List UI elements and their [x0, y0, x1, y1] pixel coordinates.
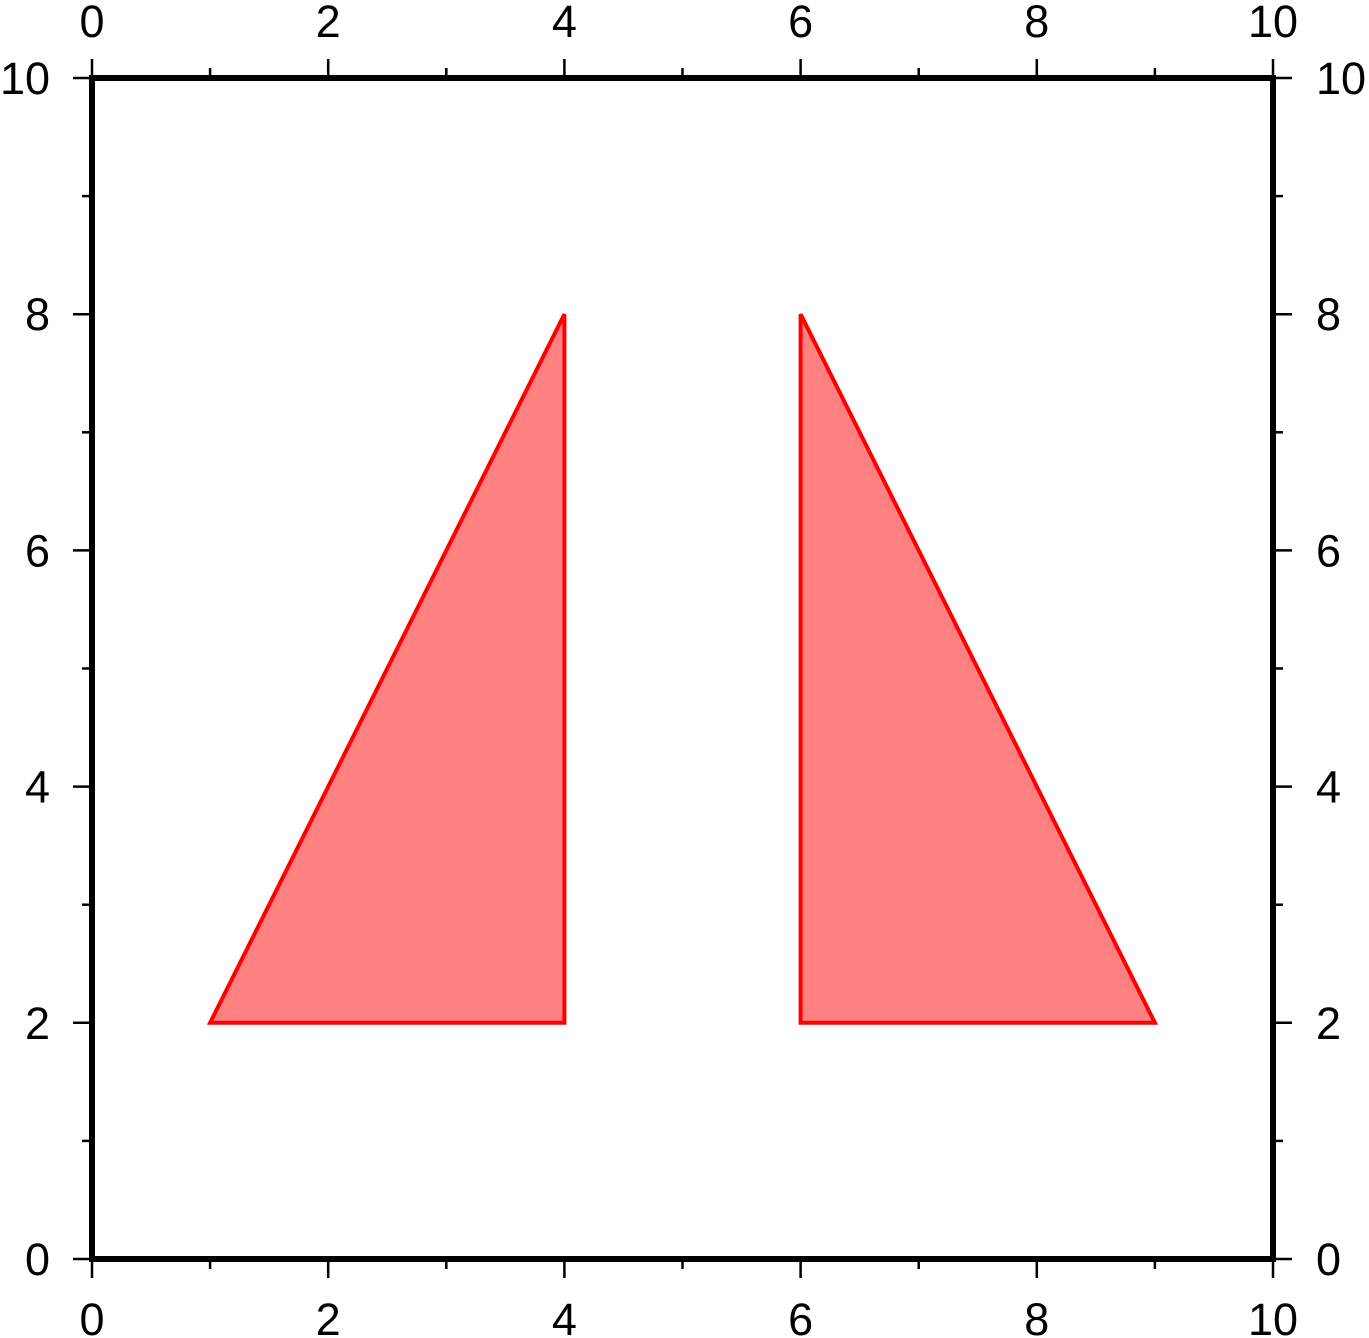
y-tick-label-right: 4	[1316, 762, 1341, 813]
y-tick-label-right: 8	[1316, 289, 1341, 340]
y-tick-label-left: 8	[25, 289, 50, 340]
y-tick-label-left: 0	[25, 1234, 50, 1285]
triangle-left-triangle	[206, 313, 567, 1025]
x-tick-label-bottom: 0	[79, 1294, 104, 1338]
x-tick-label-bottom: 10	[1248, 1294, 1298, 1338]
x-tick-label-top: 8	[1024, 0, 1049, 47]
y-tick-label-right: 0	[1316, 1234, 1341, 1285]
y-tick-label-left: 10	[0, 53, 50, 104]
x-tick-label-bottom: 2	[316, 1294, 341, 1338]
x-tick-label-top: 10	[1248, 0, 1298, 47]
x-tick-label-top: 4	[552, 0, 577, 47]
tick-layer	[73, 59, 1292, 1278]
y-tick-label-left: 2	[25, 998, 50, 1049]
x-tick-label-top: 0	[79, 0, 104, 47]
y-tick-label-left: 6	[25, 525, 50, 576]
x-tick-label-top: 6	[788, 0, 813, 47]
polygon-layer	[206, 313, 1159, 1025]
x-tick-label-bottom: 4	[552, 1294, 577, 1338]
triangle-right-triangle	[798, 313, 1159, 1025]
y-tick-label-right: 10	[1316, 53, 1366, 104]
plot-frame	[89, 75, 1276, 1262]
x-tick-label-bottom: 6	[788, 1294, 813, 1338]
x-tick-label-bottom: 8	[1024, 1294, 1049, 1338]
y-tick-label-right: 6	[1316, 525, 1341, 576]
y-tick-label-right: 2	[1316, 998, 1341, 1049]
y-tick-label-left: 4	[25, 762, 50, 813]
x-tick-label-top: 2	[316, 0, 341, 47]
